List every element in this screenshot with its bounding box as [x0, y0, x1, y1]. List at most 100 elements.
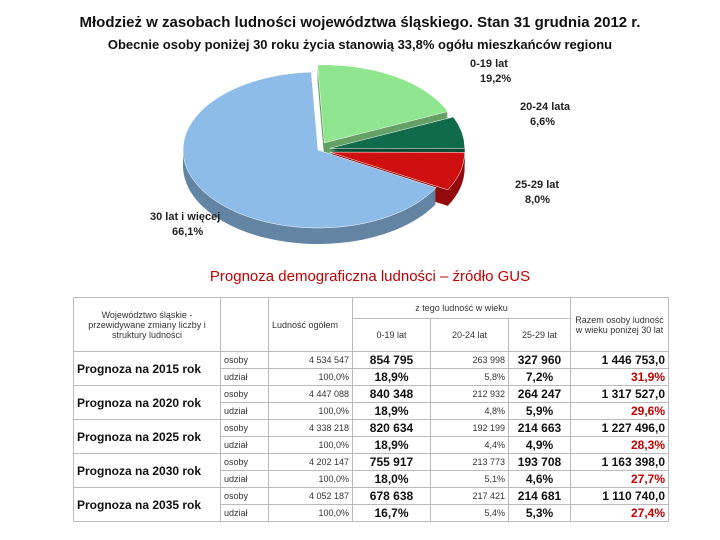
table-cell: 820 634: [352, 419, 431, 437]
table-row: udział 100,0% 16,7% 5,4% 5,3% 27,4%: [74, 504, 669, 522]
table-cell: 100,0%: [268, 504, 353, 522]
slice-label: 20-24 lata: [520, 101, 571, 113]
row-label: Prognoza na 2020 rok: [73, 385, 221, 420]
table-cell: 263 998: [430, 351, 509, 369]
table-cell: 28,3%: [570, 436, 669, 454]
row-type: udział: [220, 368, 269, 386]
table-row: udział 100,0% 18,0% 5,1% 4,6% 27,7%: [74, 470, 669, 488]
header-cell: 25-29 lat: [508, 318, 571, 352]
table-cell: 4,6%: [508, 470, 571, 488]
table-cell: 1 110 740,0: [570, 487, 669, 505]
table-cell: 27,7%: [570, 470, 669, 488]
header-cell: 20-24 lat: [430, 318, 509, 352]
table-cell: 4 338 218: [268, 419, 353, 437]
table-cell: 1 227 496,0: [570, 419, 669, 437]
table-cell: 7,2%: [508, 368, 571, 386]
table-cell: 213 773: [430, 453, 509, 471]
table-cell: 214 663: [508, 419, 571, 437]
row-label: Prognoza na 2030 rok: [73, 453, 221, 488]
row-label: Prognoza na 2025 rok: [73, 419, 221, 454]
slide-subtitle: Obecnie osoby poniżej 30 roku życia stan…: [107, 37, 613, 52]
row-type: osoby: [220, 351, 269, 369]
header-cell: Województwo śląskie - przewidywane zmian…: [73, 297, 221, 352]
row-type: osoby: [220, 419, 269, 437]
table-cell: 1 163 398,0: [570, 453, 669, 471]
table-cell: 5,3%: [508, 504, 571, 522]
table-cell: 18,9%: [352, 402, 431, 420]
table-title: Prognoza demograficzna ludności – źródło…: [209, 268, 531, 285]
row-type: osoby: [220, 453, 269, 471]
table-cell: 4,8%: [430, 402, 509, 420]
table-cell: 4 202 147: [268, 453, 353, 471]
table-cell: 16,7%: [352, 504, 431, 522]
row-type: udział: [220, 402, 269, 420]
table-cell: 4,4%: [430, 436, 509, 454]
header-cell: Razem osoby ludność w wieku poniżej 30 l…: [570, 297, 669, 352]
table-cell: 755 917: [352, 453, 431, 471]
table-cell: 18,9%: [352, 436, 431, 454]
table-cell: 29,6%: [570, 402, 669, 420]
table-cell: 18,9%: [352, 368, 431, 386]
slice-label: 25-29 lat: [515, 179, 559, 191]
header-cell: z tego ludność w wieku: [352, 297, 571, 319]
table-cell: 327 960: [508, 351, 571, 369]
pie-slice: [182, 71, 437, 229]
table-cell: 100,0%: [268, 470, 353, 488]
table-cell: 5,4%: [430, 504, 509, 522]
slice-value: 8,0%: [525, 194, 550, 206]
table-cell: 27,4%: [570, 504, 669, 522]
table-cell: 678 638: [352, 487, 431, 505]
table-row: udział 100,0% 18,9% 4,8% 5,9% 29,6%: [74, 402, 669, 420]
pie-chart: 0-19 lat 19,2% 20-24 lata 6,6% 25-29 lat 8,0%…: [150, 58, 571, 245]
table-row: 0-19 lat 20-24 lat 25-29 lat: [74, 318, 669, 352]
table-cell: 100,0%: [268, 436, 353, 454]
table-row: udział 100,0% 18,9% 5,8% 7,2% 31,9%: [74, 368, 669, 386]
table-cell: 18,0%: [352, 470, 431, 488]
table-row: Prognoza na 2025 rok osoby 4 338 218 820 63…: [73, 419, 669, 454]
table-cell: 1 317 527,0: [570, 385, 669, 403]
pie-slice: [317, 64, 449, 144]
table-row: Województwo śląskie - przewidywane zmian…: [73, 297, 669, 352]
pie-slice: [329, 151, 465, 191]
table-cell: 5,1%: [430, 470, 509, 488]
table-cell: 192 199: [430, 419, 509, 437]
slice-value: 6,6%: [530, 116, 555, 128]
pie-slice: [329, 116, 465, 149]
slice-value: 19,2%: [480, 73, 511, 85]
table-cell: 4,9%: [508, 436, 571, 454]
table-row: Prognoza na 2030 rok osoby 4 202 147 755 91…: [73, 453, 669, 488]
slice-label: 0-19 lat: [470, 58, 508, 70]
table-cell: 5,8%: [430, 368, 509, 386]
table-cell: 5,9%: [508, 402, 571, 420]
table-cell: 31,9%: [570, 368, 669, 386]
table-row: Prognoza na 2020 rok osoby 4 447 088 840 34…: [73, 385, 669, 420]
table-cell: 4 534 547: [268, 351, 353, 369]
table-row: Prognoza na 2015 rok osoby 4 534 547 854 79…: [73, 351, 669, 386]
slide-title: Młodzież w zasobach ludności województwa…: [79, 14, 641, 31]
table-cell: 217 421: [430, 487, 509, 505]
table-cell: 264 247: [508, 385, 571, 403]
slice-label: 30 lat i więcej: [150, 211, 220, 223]
row-type: osoby: [220, 385, 269, 403]
row-label: Prognoza na 2015 rok: [73, 351, 221, 386]
row-type: udział: [220, 504, 269, 522]
table-cell: 193 708: [508, 453, 571, 471]
table-cell: 4 447 088: [268, 385, 353, 403]
table-row: Prognoza na 2035 rok osoby 4 052 187 678 63…: [73, 487, 669, 522]
header-cell: [220, 297, 269, 352]
row-type: udział: [220, 470, 269, 488]
table-cell: 100,0%: [268, 402, 353, 420]
table-cell: 100,0%: [268, 368, 353, 386]
slice-value: 66,1%: [172, 226, 203, 238]
table-cell: 212 932: [430, 385, 509, 403]
row-type: osoby: [220, 487, 269, 505]
row-label: Prognoza na 2035 rok: [73, 487, 221, 522]
table-cell: 214 681: [508, 487, 571, 505]
forecast-table: Województwo śląskie - przewidywane zmian…: [73, 297, 669, 522]
table-cell: 840 348: [352, 385, 431, 403]
header-cell: 0-19 lat: [352, 318, 431, 352]
table-cell: 854 795: [352, 351, 431, 369]
table-cell: 1 446 753,0: [570, 351, 669, 369]
header-cell: Ludność ogółem: [268, 297, 353, 352]
